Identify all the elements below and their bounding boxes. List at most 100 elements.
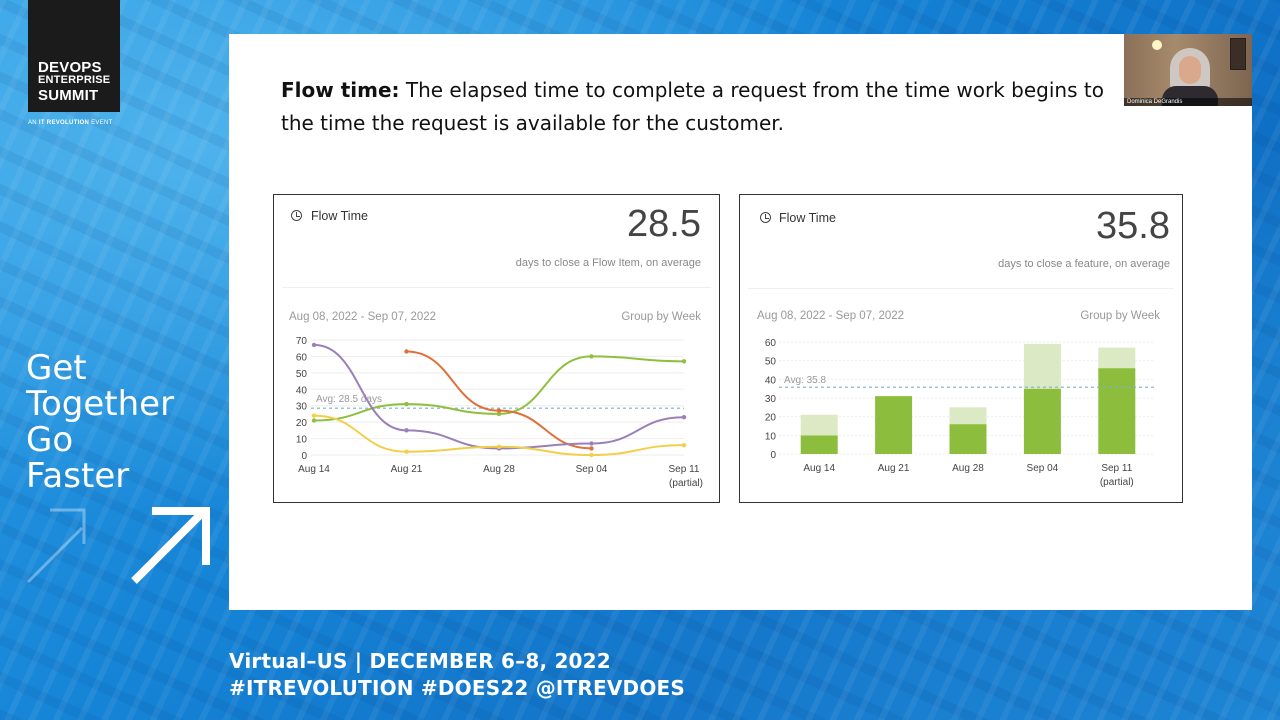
data-point — [496, 444, 502, 449]
slide-heading: Flow time: The elapsed time to complete … — [281, 74, 1141, 140]
data-point — [589, 441, 594, 446]
panel-metric-description: days to close a feature, on average — [998, 258, 1170, 270]
bar-segment — [875, 396, 913, 454]
y-tick-label: 30 — [296, 402, 308, 413]
data-point — [311, 413, 317, 418]
data-point — [311, 342, 317, 348]
x-tick-label: Aug 21 — [878, 463, 910, 474]
ghost-arrow-icon — [26, 508, 86, 584]
logo-line-summit: SUMMIT — [38, 87, 99, 104]
y-tick-label: 20 — [296, 418, 308, 429]
bar-segment — [800, 435, 838, 454]
tagline-line: Go — [26, 420, 74, 460]
webcam-presenter-face — [1179, 56, 1201, 84]
logo-subtitle: AN IT REVOLUTION EVENT — [28, 120, 128, 126]
y-tick-label: 0 — [301, 451, 307, 462]
x-tick-label: Sep 11 — [669, 464, 700, 475]
logo-sub-suffix: EVENT — [91, 120, 113, 126]
data-point — [311, 418, 317, 423]
tagline-line: Get — [26, 348, 87, 388]
y-tick-label: 60 — [765, 338, 777, 349]
tagline-line: Together — [26, 384, 175, 424]
x-tick-label: Aug 28 — [483, 464, 515, 475]
arrow-up-right-icon — [131, 507, 210, 584]
x-tick-sublabel: (partial) — [669, 478, 703, 489]
x-tick-label: Aug 14 — [803, 463, 835, 474]
y-tick-label: 10 — [296, 435, 308, 446]
event-footer: Virtual–US | DECEMBER 6–8, 2022 #ITREVOL… — [229, 648, 685, 702]
tagline: Get Together Go Faster — [26, 350, 174, 494]
average-label: Avg: 28.5 days — [316, 394, 382, 405]
webcam-lamp — [1152, 40, 1162, 50]
x-tick-label: Sep 04 — [1027, 463, 1059, 474]
panel-date-range[interactable]: Aug 08, 2022 - Sep 07, 2022 — [757, 310, 905, 322]
y-tick-label: 0 — [770, 450, 776, 461]
data-point — [681, 359, 687, 364]
tagline-line: Faster — [26, 456, 130, 496]
y-tick-label: 20 — [765, 413, 777, 424]
y-tick-label: 40 — [765, 375, 777, 386]
bar-chart: 0 10 20 30 40 50 60 Aug 14 Aug 21 Aug 28 Sep 04 Sep… — [765, 338, 1154, 488]
data-point — [589, 452, 594, 458]
data-point — [496, 408, 502, 413]
panel-metric-value: 28.5 — [627, 203, 701, 245]
heading-term: Flow time: — [281, 78, 400, 102]
logo-line-enterprise: ENTERPRISE — [38, 74, 111, 86]
webcam-picture-frame — [1230, 38, 1246, 70]
series-line — [313, 343, 685, 450]
data-point — [404, 401, 409, 407]
data-point — [589, 446, 594, 451]
x-tick-label: Aug 28 — [952, 463, 984, 474]
bar-segment — [949, 407, 987, 425]
heading-definition: The elapsed time to complete a request f… — [281, 78, 1104, 135]
bar-segment — [1023, 388, 1061, 454]
y-tick-label: 60 — [296, 352, 308, 363]
flow-time-panel-items: Flow Time 28.5 days to close a Flow Item… — [273, 194, 720, 503]
data-point — [404, 349, 409, 354]
data-point — [589, 354, 594, 359]
x-tick-label: Aug 21 — [391, 464, 423, 475]
data-point — [404, 428, 409, 433]
x-tick-label: Sep 04 — [576, 464, 608, 475]
presenter-webcam: Dominica DeGrandis — [1124, 34, 1252, 106]
line-chart: 0 10 20 30 40 50 60 70 Aug 14 Aug 21 Aug 28 Sep 04 S… — [296, 336, 703, 489]
y-tick-label: 50 — [765, 357, 777, 368]
presenter-name: Dominica DeGrandis — [1124, 98, 1252, 106]
bar-segment — [800, 414, 838, 436]
panel-divider — [282, 287, 711, 288]
history-icon — [760, 212, 771, 223]
x-tick-label: Sep 11 — [1101, 463, 1132, 474]
y-tick-label: 50 — [296, 369, 308, 380]
bar-segment — [1098, 368, 1136, 454]
logo-sub-prefix: AN — [28, 120, 37, 126]
bar-segment — [1098, 347, 1136, 369]
panel-group-by[interactable]: Group by Week — [621, 311, 701, 323]
bar-segment — [949, 424, 987, 454]
panel-group-by[interactable]: Group by Week — [1080, 310, 1160, 322]
x-tick-label: Aug 14 — [298, 464, 330, 475]
bar-segment — [1023, 343, 1061, 389]
x-tick-sublabel: (partial) — [1100, 477, 1134, 488]
panel-metric-value: 35.8 — [1096, 205, 1170, 247]
devops-summit-logo: DEVOPS ENTERPRISE SUMMIT — [28, 0, 120, 112]
y-tick-label: 10 — [765, 431, 777, 442]
panel-title: Flow Time — [779, 211, 836, 225]
history-icon — [291, 210, 302, 221]
panel-title: Flow Time — [311, 209, 368, 223]
data-point — [681, 442, 687, 448]
data-point — [681, 415, 687, 420]
y-tick-label: 30 — [765, 394, 777, 405]
footer-hashtags: #ITREVOLUTION #DOES22 @ITREVDOES — [229, 676, 686, 700]
logo-sub-brand: IT REVOLUTION — [38, 120, 90, 126]
logo-line-devops: DEVOPS — [38, 59, 102, 76]
presentation-slide: Flow time: The elapsed time to complete … — [229, 34, 1252, 610]
y-tick-label: 70 — [296, 336, 308, 347]
y-tick-label: 40 — [296, 385, 308, 396]
footer-dates: Virtual–US | DECEMBER 6–8, 2022 — [229, 649, 611, 673]
panel-date-range[interactable]: Aug 08, 2022 - Sep 07, 2022 — [289, 311, 437, 323]
panel-metric-description: days to close a Flow Item, on average — [515, 257, 701, 269]
average-label: Avg: 35.8 — [784, 375, 827, 386]
data-point — [496, 411, 502, 417]
flow-time-panel-features: Flow Time 35.8 days to close a feature, … — [739, 194, 1183, 503]
data-point — [404, 449, 409, 454]
